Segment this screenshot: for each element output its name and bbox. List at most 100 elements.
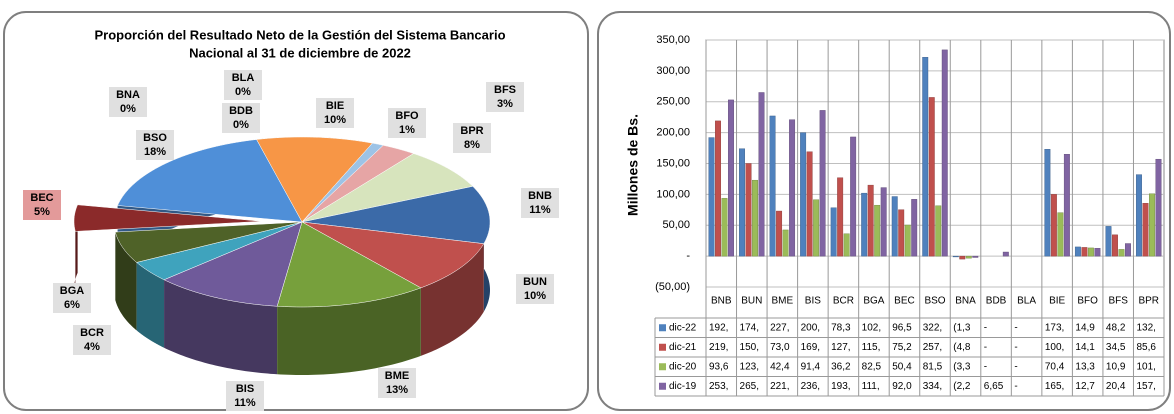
- bar: [1111, 234, 1118, 257]
- slice-value: 1%: [399, 124, 415, 136]
- legend-label: dic-19: [669, 381, 697, 392]
- x-tick-label: BUN: [741, 296, 762, 307]
- table-cell: 36,2: [831, 361, 851, 372]
- table-cell: 50,4: [892, 361, 912, 372]
- x-tick-label: BDB: [986, 296, 1007, 307]
- table-cell: 96,5: [892, 322, 912, 333]
- table-cell: -: [984, 342, 987, 353]
- table-cell: (1,3: [953, 322, 971, 333]
- label-box: [73, 325, 111, 355]
- table-cell: 70,4: [1045, 361, 1065, 372]
- table-cell: 236,: [801, 381, 820, 392]
- label-box: [486, 82, 524, 112]
- bar: [758, 92, 765, 257]
- table-cell: 265,: [740, 381, 759, 392]
- legend-swatch: [659, 363, 666, 371]
- y-tick-label: 200,00: [656, 127, 690, 139]
- slice-value: 0%: [120, 103, 136, 115]
- slice: [301, 221, 485, 289]
- table-cell: 150,: [740, 342, 759, 353]
- slice-value: 18%: [144, 146, 166, 158]
- slice-label: BDB: [229, 105, 253, 117]
- slice-label: BIE: [326, 100, 344, 112]
- bar: [1155, 158, 1162, 257]
- bar: [935, 205, 942, 257]
- x-tick-label: BSO: [924, 296, 945, 307]
- table-cell: -: [1014, 342, 1017, 353]
- bar: [1087, 247, 1094, 257]
- bar: [880, 187, 887, 257]
- label-box: [53, 283, 91, 313]
- label-box: [23, 190, 61, 220]
- y-axis-label: Millones de Bs.: [625, 114, 641, 216]
- legend-swatch: [659, 382, 666, 390]
- bar: [898, 209, 905, 257]
- bar: [830, 207, 837, 257]
- y-tick-label: (50,00): [655, 281, 690, 293]
- slice-value: 10%: [524, 290, 546, 302]
- bar: [745, 163, 752, 257]
- slice: [136, 221, 303, 281]
- x-tick-label: BFO: [1077, 296, 1098, 307]
- table-cell: 227,: [770, 322, 789, 333]
- slice: [276, 221, 422, 308]
- legend-label: dic-22: [669, 322, 697, 333]
- slice: [301, 145, 415, 223]
- slice: [114, 221, 303, 263]
- bar: [1105, 226, 1112, 257]
- y-tick-label: -: [686, 250, 690, 262]
- bar: [941, 49, 948, 257]
- pie-title: Nacional al 31 de diciembre de 2022: [189, 45, 411, 60]
- y-tick-label: 50,00: [662, 219, 690, 231]
- slice-label: BLA: [232, 72, 255, 84]
- label-box: [378, 368, 416, 398]
- table-cell: 101,: [1136, 361, 1155, 372]
- table-cell: 75,2: [892, 342, 912, 353]
- table-cell: 78,3: [831, 322, 851, 333]
- y-tick-label: 300,00: [656, 65, 690, 77]
- bar: [752, 179, 758, 257]
- slice: [117, 139, 303, 223]
- table-cell: 132,: [1136, 322, 1155, 333]
- label-box: [453, 123, 491, 153]
- x-tick-label: BNB: [711, 296, 732, 307]
- table-cell: 42,4: [770, 361, 790, 372]
- x-tick-label: BEC: [894, 296, 915, 307]
- slice-value: 11%: [234, 397, 256, 409]
- bar: [972, 255, 979, 258]
- x-tick-label: BLA: [1017, 296, 1036, 307]
- table-cell: 48,2: [1106, 322, 1126, 333]
- table-cell: 115,: [862, 342, 881, 353]
- slice-value: 0%: [233, 119, 249, 131]
- table-cell: (4,8: [953, 342, 971, 353]
- table-cell: 34,5: [1106, 342, 1126, 353]
- bar: [708, 137, 715, 257]
- table-cell: 81,5: [923, 361, 943, 372]
- table-cell: -: [1014, 361, 1017, 372]
- label-box: [224, 70, 262, 100]
- y-tick-label: 100,00: [656, 188, 690, 200]
- x-tick-label: BIE: [1049, 296, 1065, 307]
- table-cell: -: [984, 322, 987, 333]
- table-cell: 6,65: [984, 381, 1004, 392]
- table-cell: 20,4: [1106, 381, 1126, 392]
- bar: [874, 204, 881, 257]
- slice-side: [136, 262, 165, 348]
- table-cell: 127,: [831, 342, 850, 353]
- table-cell: 173,: [1045, 322, 1064, 333]
- slice-side: [115, 232, 137, 331]
- pie-title: Proporción del Resultado Neto de la Gest…: [94, 27, 505, 42]
- bar: [1124, 243, 1131, 257]
- slice-side: [420, 243, 484, 356]
- table-cell: 123,: [740, 361, 759, 372]
- slice-side: [277, 287, 421, 375]
- table-cell: 221,: [770, 381, 789, 392]
- x-tick-label: BFS: [1108, 296, 1128, 307]
- label-box: [316, 98, 354, 128]
- slice-value: 6%: [64, 299, 80, 311]
- table-cell: -: [1014, 381, 1017, 392]
- slice-value: 5%: [34, 206, 50, 218]
- table-cell: 92,0: [892, 381, 912, 392]
- table-cell: 192,: [709, 322, 728, 333]
- bar: [1063, 154, 1070, 257]
